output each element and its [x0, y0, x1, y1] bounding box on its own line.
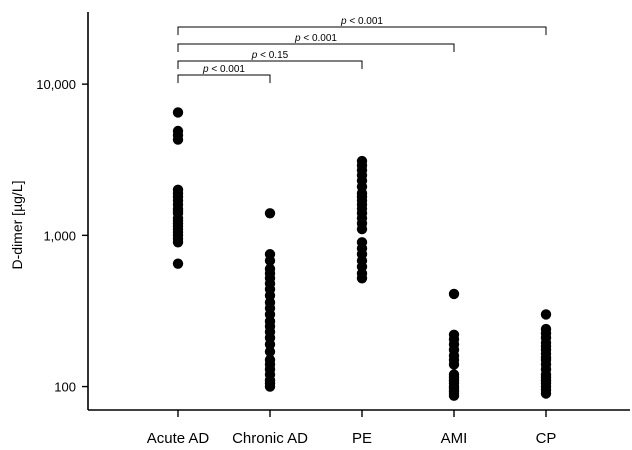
x-ticks: Acute AD Chronic AD PE AMI CP: [147, 410, 557, 447]
y-ticks: 100 1,000 10,000: [36, 77, 88, 395]
p-symbol: p: [294, 33, 301, 44]
bracket-0: [177, 74, 271, 83]
p-value-label-2: p < 0.001: [294, 33, 337, 44]
data-point-3-16: [448, 390, 460, 401]
data-point-1-24: [264, 381, 276, 392]
p-symbol: p: [251, 50, 258, 61]
data-point-2-14: [356, 223, 368, 235]
category-label-2: PE: [352, 430, 372, 447]
bracket-1: [177, 60, 363, 69]
data-point-4-18: [540, 388, 552, 399]
bracket-2: [177, 43, 455, 52]
data-point-0-20: [172, 237, 184, 248]
category-label-4: CP: [536, 430, 557, 447]
p-value-label-1: p < 0.15: [251, 50, 289, 61]
data-point-4-0: [540, 309, 552, 320]
p-threshold: < 0.001: [209, 64, 246, 75]
data-points: [172, 107, 552, 401]
category-label-1: Chronic AD: [232, 430, 308, 447]
data-point-1-16: [264, 339, 276, 350]
p-threshold: < 0.15: [257, 50, 288, 61]
p-symbol: p: [340, 16, 347, 27]
p-value-label-3: p < 0.001: [340, 16, 383, 27]
data-point-1-0: [264, 208, 276, 219]
category-label-0: Acute AD: [147, 430, 210, 447]
y-axis-label: D-dimer [µg/L]: [9, 181, 25, 270]
p-symbol: p: [202, 64, 209, 75]
data-point-3-0: [448, 288, 460, 300]
data-point-2-21: [356, 273, 368, 284]
p-value-label-0: p < 0.001: [202, 64, 245, 75]
y-tick-label-1: 1,000: [43, 228, 76, 243]
category-label-3: AMI: [441, 430, 468, 447]
y-tick-label-0: 100: [54, 380, 76, 395]
y-tick-label-2: 10,000: [36, 77, 76, 92]
data-point-0-3: [172, 134, 184, 145]
bracket-3: [177, 26, 547, 35]
data-point-0-21: [172, 258, 184, 269]
data-point-0-0: [172, 107, 184, 118]
data-point-1-17: [264, 346, 276, 357]
data-point-3-7: [448, 359, 460, 370]
p-threshold: < 0.001: [347, 16, 384, 27]
data-point-1-2: [264, 255, 276, 266]
p-threshold: < 0.001: [301, 33, 338, 44]
